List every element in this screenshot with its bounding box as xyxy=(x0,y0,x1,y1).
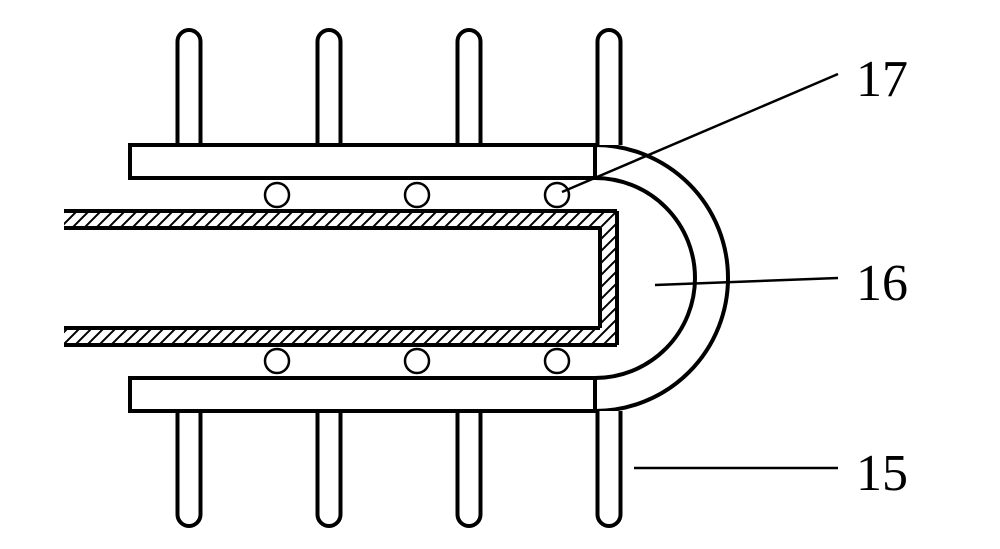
fin xyxy=(318,30,341,145)
bottom-plate xyxy=(130,378,595,411)
fin xyxy=(178,30,201,145)
callout-label-16: 16 xyxy=(856,254,908,313)
top-plate xyxy=(130,145,595,178)
fin xyxy=(458,30,481,145)
fin xyxy=(598,411,621,526)
ball-top xyxy=(265,183,289,207)
ball-bottom xyxy=(545,349,569,373)
fin xyxy=(458,411,481,526)
technical-diagram xyxy=(0,0,1000,549)
ball-top xyxy=(405,183,429,207)
fin xyxy=(178,411,201,526)
callout-label-15: 15 xyxy=(856,444,908,503)
callout-label-17: 17 xyxy=(856,50,908,109)
fin xyxy=(598,30,621,145)
ball-top xyxy=(545,183,569,207)
leader-16 xyxy=(655,278,838,285)
fin xyxy=(318,411,341,526)
ball-bottom xyxy=(405,349,429,373)
channel-hatch xyxy=(64,211,617,345)
ball-bottom xyxy=(265,349,289,373)
